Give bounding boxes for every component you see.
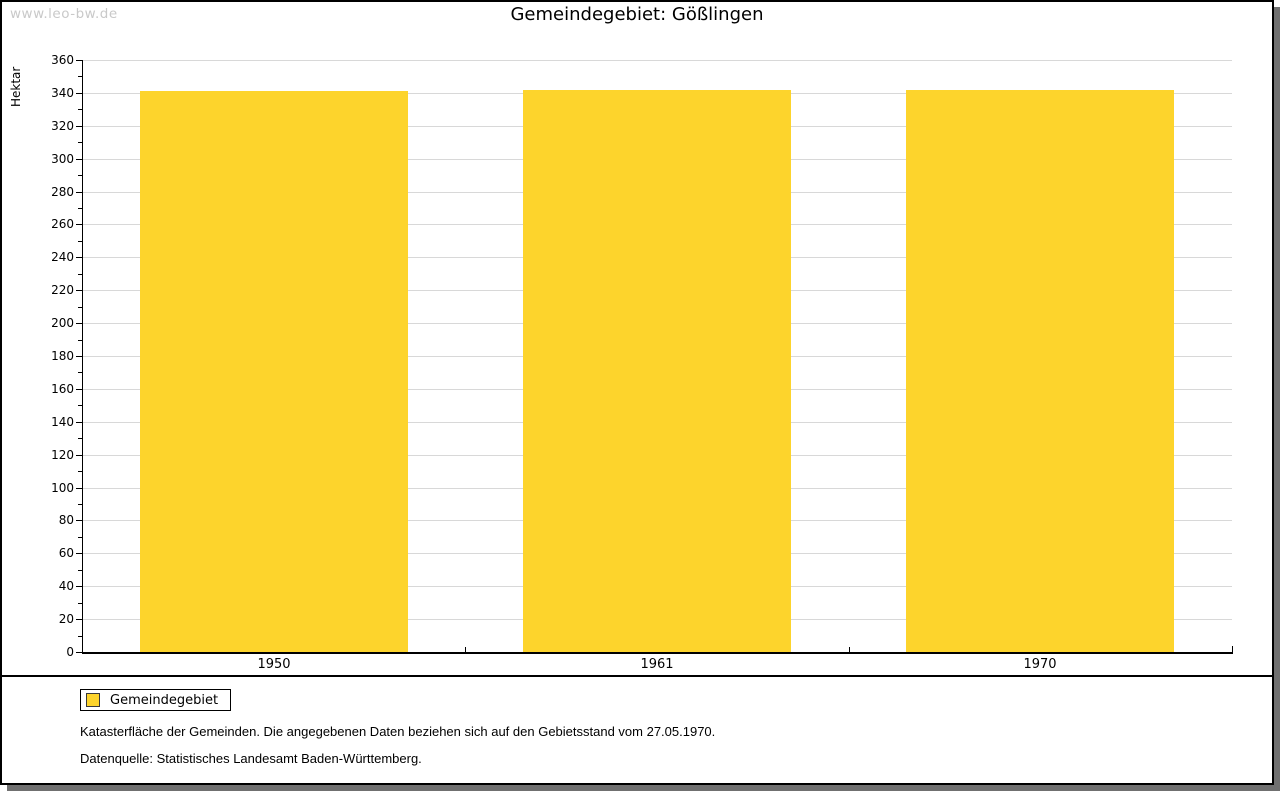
y-tick-label: 200 (51, 316, 74, 330)
y-minor-tick (78, 636, 82, 637)
y-tick-label: 40 (58, 579, 74, 593)
y-tick-label: 80 (58, 513, 74, 527)
y-tick (76, 455, 82, 456)
y-minor-tick (78, 76, 82, 77)
x-tick (849, 647, 850, 652)
y-minor-tick (78, 340, 82, 341)
y-tick (76, 224, 82, 225)
y-tick (76, 192, 82, 193)
y-tick (76, 586, 82, 587)
y-tick-label: 0 (66, 645, 74, 659)
y-minor-tick (78, 241, 82, 242)
plot-area: 0 20 40 60 80 100 120 140 160 180 200 220 240 260 280 3… (2, 2, 1272, 675)
y-minor-tick (78, 175, 82, 176)
y-tick-label: 220 (51, 283, 74, 297)
y-tick (76, 520, 82, 521)
y-tick (76, 619, 82, 620)
y-tick-label: 180 (51, 349, 74, 363)
y-minor-tick (78, 603, 82, 604)
legend-label: Gemeindegebiet (110, 692, 219, 708)
bar-1950 (140, 91, 408, 652)
y-minor-tick (78, 570, 82, 571)
y-minor-tick (78, 405, 82, 406)
y-minor-tick (78, 504, 82, 505)
y-tick-label: 140 (51, 415, 74, 429)
y-tick-label: 300 (51, 152, 74, 166)
bar-1961 (523, 90, 791, 652)
y-tick (76, 488, 82, 489)
x-category-label: 1970 (1023, 657, 1057, 672)
x-axis-end-tick (1232, 646, 1233, 652)
bar-1970 (906, 90, 1174, 652)
y-tick (76, 290, 82, 291)
y-tick (76, 126, 82, 127)
y-minor-tick (78, 307, 82, 308)
y-tick-label: 120 (51, 448, 74, 462)
y-tick-label: 260 (51, 217, 74, 231)
y-tick-label: 60 (58, 546, 74, 560)
y-tick (76, 652, 82, 653)
y-minor-tick (78, 537, 82, 538)
y-minor-tick (78, 372, 82, 373)
legend-swatch (86, 693, 100, 707)
x-category-label: 1950 (257, 657, 291, 672)
y-tick (76, 389, 82, 390)
y-tick-label: 280 (51, 185, 74, 199)
chart-image: www.leo-bw.de Gemeindegebiet: Gößlingen … (2, 2, 1272, 677)
legend: Gemeindegebiet (80, 689, 232, 711)
y-tick (76, 553, 82, 554)
y-tick (76, 257, 82, 258)
y-minor-tick (78, 109, 82, 110)
footnote-data-source: Datenquelle: Statistisches Landesamt Bad… (80, 751, 422, 766)
y-tick (76, 60, 82, 61)
y-tick-label: 160 (51, 382, 74, 396)
footnote-source-note: Katasterfläche der Gemeinden. Die angege… (80, 724, 716, 739)
y-minor-tick (78, 438, 82, 439)
chart-title: Gemeindegebiet: Gößlingen (510, 4, 764, 25)
y-minor-tick (78, 142, 82, 143)
y-axis-line (82, 60, 83, 654)
y-tick-label: 340 (51, 86, 74, 100)
y-minor-tick (78, 274, 82, 275)
y-tick-label: 360 (51, 53, 74, 67)
x-axis-line (82, 652, 1233, 654)
y-tick (76, 159, 82, 160)
y-tick-label: 100 (51, 481, 74, 495)
y-tick-label: 240 (51, 250, 74, 264)
x-tick (465, 647, 466, 652)
y-tick-label: 20 (58, 612, 74, 626)
y-tick (76, 356, 82, 357)
y-tick (76, 323, 82, 324)
gridline (83, 60, 1232, 61)
watermark: www.leo-bw.de (10, 6, 118, 22)
x-category-label: 1961 (640, 657, 674, 672)
y-tick (76, 93, 82, 94)
y-tick (76, 422, 82, 423)
y-tick-label: 320 (51, 119, 74, 133)
y-minor-tick (78, 471, 82, 472)
y-minor-tick (78, 208, 82, 209)
